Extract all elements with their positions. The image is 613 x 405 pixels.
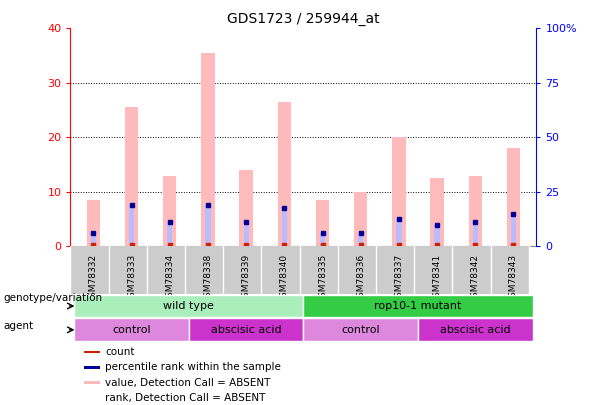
Bar: [86, 200, 100, 246]
Bar: [129, 205, 134, 246]
Bar: [511, 214, 516, 246]
Title: GDS1723 / 259944_at: GDS1723 / 259944_at: [227, 12, 379, 26]
Bar: [507, 148, 520, 246]
Text: rank, Detection Call = ABSENT: rank, Detection Call = ABSENT: [105, 393, 266, 403]
Text: abscisic acid: abscisic acid: [440, 325, 511, 335]
Bar: [418, 318, 533, 341]
Bar: [358, 233, 364, 246]
Bar: [282, 208, 287, 246]
Bar: [303, 294, 533, 318]
Text: GSM78333: GSM78333: [127, 254, 136, 303]
Bar: [316, 200, 329, 246]
Text: count: count: [105, 347, 135, 357]
Bar: [163, 175, 177, 246]
Bar: [85, 396, 100, 399]
Text: GSM78339: GSM78339: [242, 254, 251, 303]
Text: GSM78340: GSM78340: [280, 254, 289, 303]
Bar: [74, 318, 189, 341]
Bar: [240, 170, 253, 246]
Text: genotype/variation: genotype/variation: [3, 293, 102, 303]
Text: GSM78341: GSM78341: [433, 254, 441, 303]
Bar: [243, 222, 249, 246]
Text: rop10-1 mutant: rop10-1 mutant: [375, 301, 462, 311]
Bar: [320, 233, 325, 246]
Text: control: control: [341, 325, 380, 335]
Text: GSM78332: GSM78332: [89, 254, 98, 303]
Text: GSM78337: GSM78337: [394, 254, 403, 303]
Bar: [435, 224, 440, 246]
Text: GSM78338: GSM78338: [204, 254, 213, 303]
Text: control: control: [112, 325, 151, 335]
Bar: [85, 366, 100, 369]
Bar: [74, 294, 303, 318]
Bar: [85, 381, 100, 384]
Text: wild type: wild type: [164, 301, 215, 311]
Bar: [303, 318, 418, 341]
Bar: [430, 178, 444, 246]
Bar: [167, 222, 172, 246]
Text: GSM78334: GSM78334: [166, 254, 174, 303]
Bar: [473, 222, 478, 246]
Bar: [189, 318, 303, 341]
Bar: [354, 192, 367, 246]
Text: GSM78336: GSM78336: [356, 254, 365, 303]
Text: GSM78335: GSM78335: [318, 254, 327, 303]
Bar: [278, 102, 291, 246]
Bar: [91, 233, 96, 246]
Bar: [396, 219, 402, 246]
Text: percentile rank within the sample: percentile rank within the sample: [105, 362, 281, 372]
Bar: [201, 53, 215, 246]
Bar: [125, 107, 139, 246]
Text: abscisic acid: abscisic acid: [211, 325, 281, 335]
Text: GSM78342: GSM78342: [471, 254, 480, 303]
Bar: [468, 175, 482, 246]
Bar: [205, 205, 211, 246]
Text: value, Detection Call = ABSENT: value, Detection Call = ABSENT: [105, 377, 271, 388]
Text: GSM78343: GSM78343: [509, 254, 518, 303]
Bar: [392, 137, 406, 246]
Bar: [85, 351, 100, 354]
Text: agent: agent: [3, 321, 33, 331]
